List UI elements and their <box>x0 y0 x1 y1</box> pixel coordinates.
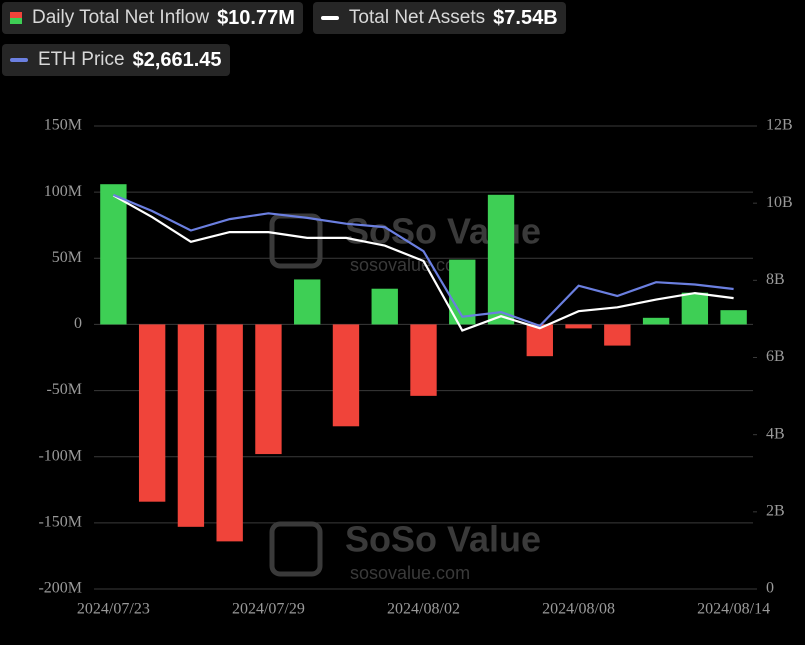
bar <box>565 324 592 329</box>
bar <box>487 194 515 325</box>
y-tick-label: 50M <box>52 249 82 266</box>
legend-value: $2,661.45 <box>132 48 222 71</box>
y-tick-label: 0 <box>74 315 82 332</box>
legend-icon <box>10 58 28 62</box>
y-tick-label: 150M <box>44 117 82 134</box>
bar <box>526 324 553 357</box>
line <box>112 194 734 332</box>
y2-tick-label: 6B <box>766 348 785 365</box>
legend-icon <box>320 16 339 20</box>
x-tick-label: 2024/08/14 <box>697 601 770 618</box>
legend: Daily Total Net Inflow $10.77M Total Net A… <box>2 2 702 76</box>
y2-tick-label: 0 <box>766 580 774 597</box>
bar <box>100 184 127 325</box>
bar <box>720 310 747 325</box>
watermark-logo <box>269 521 323 577</box>
y-tick-label: -150M <box>38 514 82 531</box>
y2-tick-label: 12B <box>766 117 793 134</box>
bar <box>604 324 631 346</box>
legend-item: Daily Total Net Inflow $10.77M <box>2 2 303 34</box>
y2-tick-label: 8B <box>766 271 785 288</box>
bar <box>294 279 321 325</box>
line <box>112 193 734 328</box>
legend-item: Total Net Assets $7.54B <box>312 2 566 34</box>
legend-value: $10.77M <box>217 6 295 29</box>
y-tick-label: -50M <box>46 381 82 398</box>
legend-label: Daily Total Net Inflow <box>32 7 210 28</box>
y-tick-label: -100M <box>38 447 82 464</box>
watermark-site: sosovalue.com <box>350 563 470 583</box>
y2-tick-label: 10B <box>766 194 793 211</box>
x-tick-label: 2024/08/02 <box>387 601 460 618</box>
y-tick-label: -200M <box>38 580 82 597</box>
y2-tick-label: 4B <box>766 425 785 442</box>
x-tick-label: 2024/08/08 <box>542 601 615 618</box>
bar <box>216 324 243 542</box>
legend-label: ETH Price <box>38 49 125 70</box>
bar <box>681 292 709 325</box>
bar <box>332 324 360 427</box>
bar <box>138 324 166 502</box>
bar <box>255 324 282 455</box>
y-tick-label: 100M <box>44 183 82 200</box>
x-tick-label: 2024/07/23 <box>77 601 150 618</box>
watermark-brand: SoSo Value <box>345 519 541 560</box>
bar <box>371 288 398 325</box>
legend-label: Total Net Assets <box>348 7 486 28</box>
bar <box>177 324 205 527</box>
legend-value: $7.54B <box>493 6 558 29</box>
x-tick-label: 2024/07/29 <box>232 601 305 618</box>
bar <box>642 317 670 325</box>
y2-tick-label: 2B <box>766 503 785 520</box>
watermark-site: sosovalue.com <box>350 255 470 275</box>
legend-icon <box>10 12 22 24</box>
bar <box>410 324 437 396</box>
legend-item: ETH Price $2,661.45 <box>2 44 230 76</box>
